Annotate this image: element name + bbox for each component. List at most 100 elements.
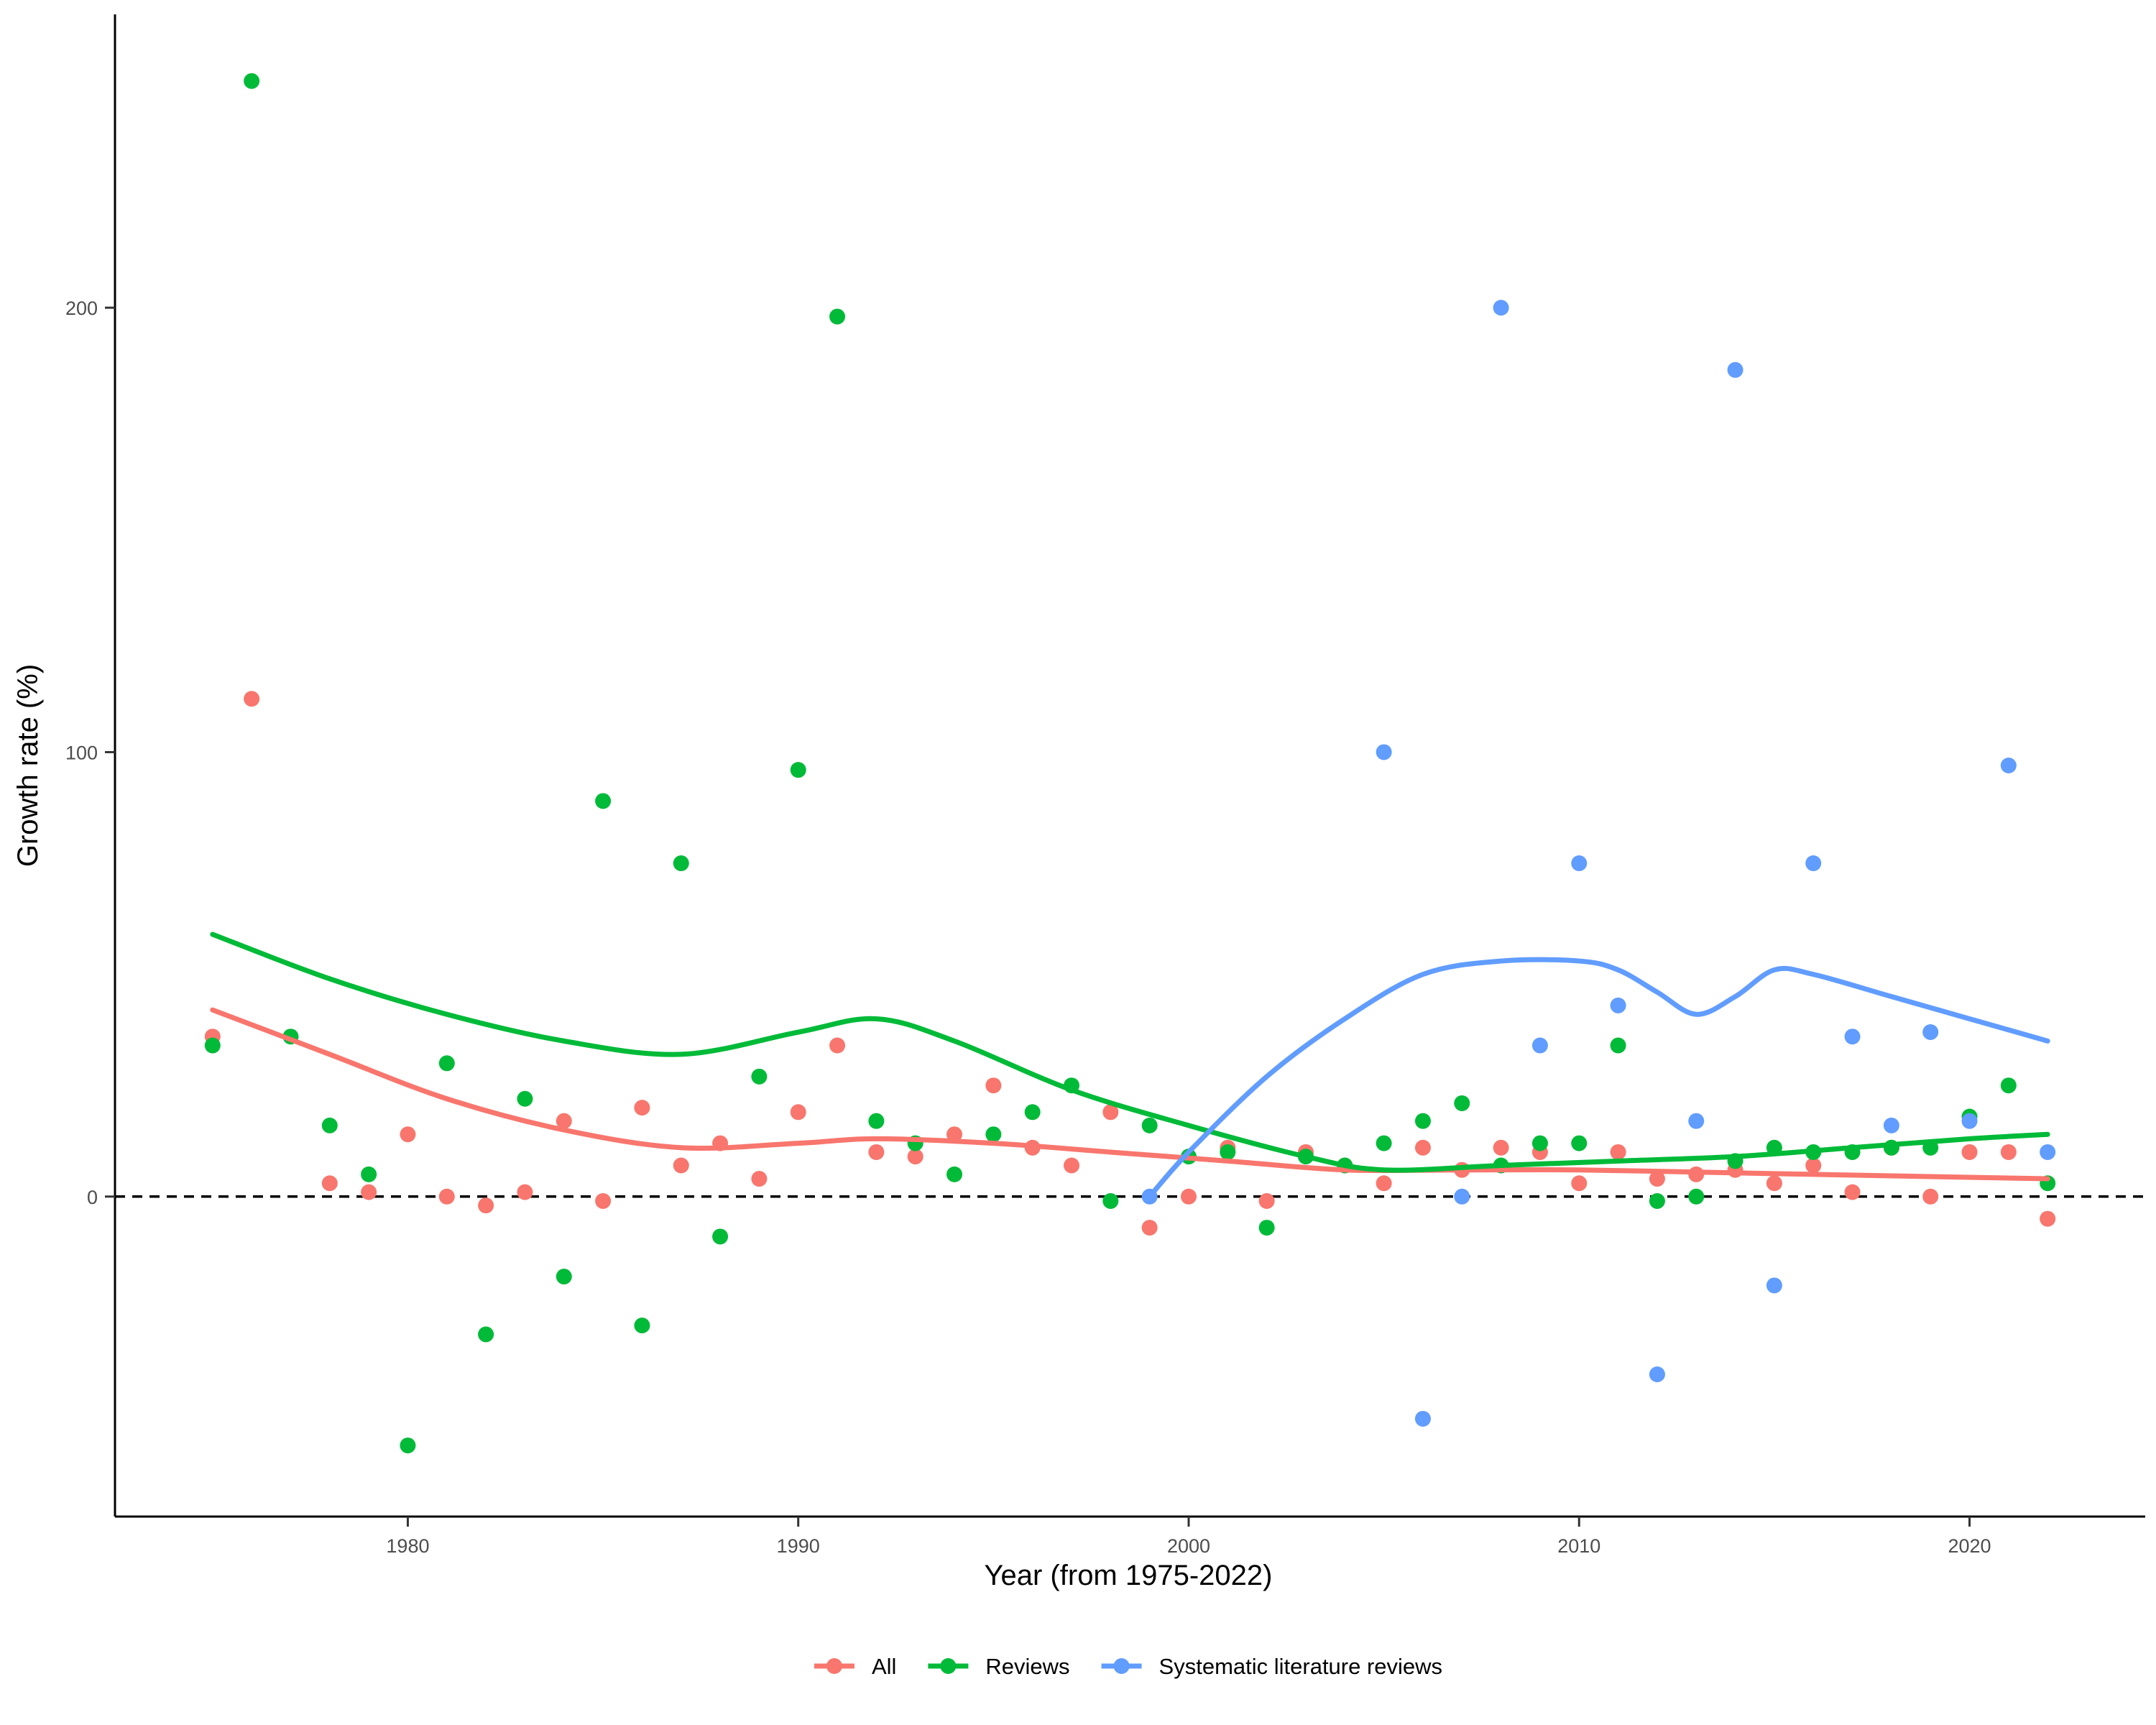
data-point-2-17 xyxy=(829,308,846,325)
data-point-1-47 xyxy=(2040,1210,2056,1227)
data-point-2-39 xyxy=(1688,1188,1705,1205)
data-point-1-9 xyxy=(556,1113,572,1129)
data-point-3-15 xyxy=(1883,1117,1899,1133)
data-point-2-24 xyxy=(1102,1192,1119,1209)
data-point-3-2 xyxy=(1376,744,1392,760)
data-point-2-12 xyxy=(634,1317,650,1334)
data-point-1-10 xyxy=(595,1192,612,1209)
data-point-1-31 xyxy=(1414,1139,1431,1156)
data-point-3-4 xyxy=(1454,1188,1470,1205)
data-point-2-9 xyxy=(517,1090,533,1107)
data-point-2-18 xyxy=(868,1113,885,1129)
data-point-1-45 xyxy=(1961,1144,1978,1160)
data-point-2-20 xyxy=(946,1166,963,1182)
data-point-1-25 xyxy=(1180,1188,1197,1205)
data-point-1-23 xyxy=(1102,1104,1119,1121)
data-point-1-30 xyxy=(1376,1175,1392,1192)
data-point-1-6 xyxy=(438,1188,455,1205)
data-point-1-8 xyxy=(517,1184,533,1200)
data-point-1-40 xyxy=(1766,1175,1782,1192)
data-point-2-2 xyxy=(244,73,260,89)
x-tick-label-2000: 2000 xyxy=(1167,1535,1210,1557)
data-point-3-12 xyxy=(1766,1277,1782,1294)
data-point-1-18 xyxy=(907,1149,923,1165)
data-point-2-7 xyxy=(438,1055,455,1072)
data-point-1-4 xyxy=(361,1184,377,1200)
data-point-1-37 xyxy=(1649,1171,1665,1187)
x-tick-label-1990: 1990 xyxy=(777,1535,820,1557)
legend-key-dot-2 xyxy=(940,1658,957,1674)
data-point-1-44 xyxy=(1922,1188,1939,1205)
data-point-1-46 xyxy=(2000,1144,2017,1160)
data-point-1-42 xyxy=(1844,1184,1861,1200)
x-tick-label-1980: 1980 xyxy=(386,1535,429,1557)
data-point-2-31 xyxy=(1376,1135,1392,1151)
legend-item-2: Reviews xyxy=(928,1654,1070,1679)
data-point-1-33 xyxy=(1493,1139,1509,1156)
data-point-2-8 xyxy=(478,1326,494,1343)
legend: All Reviews Systematic literature reviews xyxy=(814,1654,1442,1679)
data-point-1-5 xyxy=(400,1126,416,1143)
data-point-3-10 xyxy=(1688,1113,1705,1129)
data-point-2-16 xyxy=(790,762,806,778)
data-point-1-12 xyxy=(673,1157,689,1174)
data-point-2-14 xyxy=(712,1228,729,1245)
data-point-3-7 xyxy=(1571,855,1588,872)
data-point-2-5 xyxy=(361,1166,377,1182)
legend-label-3: Systematic literature reviews xyxy=(1159,1654,1443,1679)
x-axis-title: Year (from 1975-2022) xyxy=(985,1560,1273,1591)
data-point-1-19 xyxy=(946,1126,963,1143)
data-point-1-27 xyxy=(1258,1192,1275,1209)
y-axis-title: Growth rate (%) xyxy=(12,664,44,867)
data-point-3-19 xyxy=(2040,1144,2056,1160)
data-point-2-38 xyxy=(1649,1192,1665,1209)
series-points-2 xyxy=(204,73,2056,1454)
x-tick-label-2020: 2020 xyxy=(1948,1535,1991,1557)
data-point-3-6 xyxy=(1531,1037,1548,1054)
legend-key-dot-1 xyxy=(826,1658,842,1674)
data-point-3-5 xyxy=(1493,300,1509,316)
data-point-1-7 xyxy=(478,1197,494,1214)
data-point-3-8 xyxy=(1610,997,1626,1013)
data-point-2-22 xyxy=(1024,1104,1041,1121)
x-tick-label-2010: 2010 xyxy=(1557,1535,1600,1557)
data-point-2-10 xyxy=(556,1269,572,1285)
data-point-1-16 xyxy=(829,1037,846,1054)
data-point-2-15 xyxy=(751,1068,768,1085)
data-point-1-11 xyxy=(634,1100,650,1116)
data-point-1-22 xyxy=(1064,1157,1080,1174)
legend-label-1: All xyxy=(872,1654,896,1679)
y-tick-label-100: 100 xyxy=(65,742,98,763)
data-point-2-11 xyxy=(595,793,612,809)
data-point-3-11 xyxy=(1727,362,1743,378)
trend-line-2 xyxy=(210,932,2050,1173)
data-point-1-24 xyxy=(1141,1220,1158,1236)
data-point-3-14 xyxy=(1844,1029,1861,1045)
data-point-3-16 xyxy=(1922,1024,1939,1041)
data-point-2-28 xyxy=(1258,1220,1275,1236)
trend-line-3 xyxy=(1147,957,2050,1200)
axes: 1980 1990 2000 2010 2020 0 100 200 xyxy=(65,14,2145,1557)
data-point-3-3 xyxy=(1414,1410,1431,1427)
y-tick-label-0: 0 xyxy=(87,1187,98,1208)
series-points-1 xyxy=(204,691,2056,1236)
data-point-2-32 xyxy=(1414,1113,1431,1129)
legend-label-2: Reviews xyxy=(985,1654,1069,1679)
data-point-1-36 xyxy=(1610,1144,1626,1160)
plot-area xyxy=(115,73,2145,1454)
data-point-2-13 xyxy=(673,855,689,872)
legend-key-dot-3 xyxy=(1113,1658,1130,1674)
data-point-2-35 xyxy=(1531,1135,1548,1151)
data-point-1-35 xyxy=(1571,1175,1588,1192)
data-point-2-36 xyxy=(1571,1135,1588,1151)
data-point-3-18 xyxy=(2000,758,2017,773)
y-tick-label-200: 200 xyxy=(65,298,98,319)
data-point-2-21 xyxy=(985,1126,1002,1143)
data-point-2-6 xyxy=(400,1438,416,1454)
trend-line-1 xyxy=(210,1007,2050,1182)
data-point-2-4 xyxy=(321,1117,338,1133)
data-point-1-2 xyxy=(244,691,260,707)
legend-item-1: All xyxy=(814,1654,896,1679)
data-point-2-47 xyxy=(2000,1077,2017,1094)
data-point-2-25 xyxy=(1141,1117,1158,1133)
